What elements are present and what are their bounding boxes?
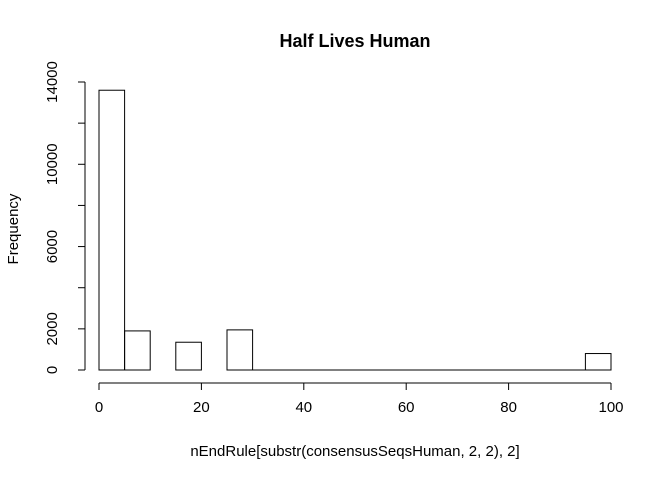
bars-group bbox=[98, 89, 612, 371]
x-tick-label-20: 20 bbox=[193, 399, 210, 416]
histogram-bar-5 bbox=[584, 353, 612, 371]
x-tick-label-80: 80 bbox=[500, 399, 517, 416]
y-axis-label: Frequency bbox=[5, 193, 22, 264]
y-axis: 0 2000 6000 10000 14000 bbox=[44, 61, 86, 374]
chart-title: Half Lives Human bbox=[279, 31, 430, 51]
y-tick-label-10000: 10000 bbox=[44, 143, 61, 185]
x-tick-label-100: 100 bbox=[598, 399, 623, 416]
y-tick-label-2000: 2000 bbox=[44, 312, 61, 345]
x-axis-label: nEndRule[substr(consensusSeqsHuman, 2, 2… bbox=[190, 443, 519, 460]
histogram-bar-4 bbox=[226, 329, 254, 371]
y-tick-label-6000: 6000 bbox=[44, 230, 61, 263]
histogram-bar-2 bbox=[124, 330, 151, 371]
y-tick-label-14000: 14000 bbox=[44, 61, 61, 103]
x-axis: 0 20 40 60 80 100 bbox=[95, 382, 624, 416]
histogram-bar-1 bbox=[98, 89, 126, 371]
x-tick-label-60: 60 bbox=[398, 399, 415, 416]
x-tick-label-40: 40 bbox=[295, 399, 312, 416]
x-tick-label-0: 0 bbox=[95, 399, 103, 416]
histogram-bar-3 bbox=[175, 341, 202, 371]
y-tick-label-0: 0 bbox=[44, 366, 61, 374]
